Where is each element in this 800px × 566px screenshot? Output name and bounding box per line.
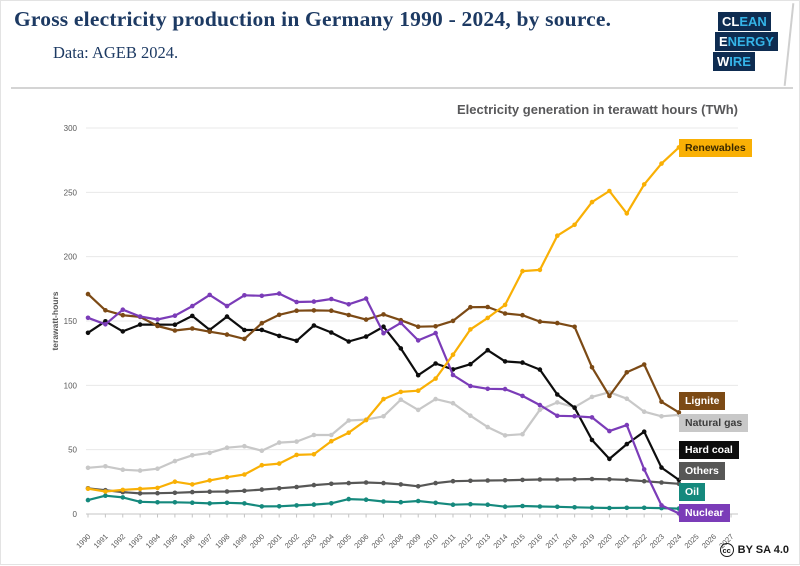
svg-text:2017: 2017 <box>544 532 562 550</box>
svg-text:terawatt-hours: terawatt-hours <box>50 291 60 350</box>
svg-text:2019: 2019 <box>578 532 596 550</box>
clew-logo-line-wire: WIRE <box>713 52 755 71</box>
series-label-renewables: Renewables <box>679 139 752 157</box>
logo-text: CL <box>722 14 740 29</box>
svg-text:2009: 2009 <box>404 532 422 550</box>
svg-text:1994: 1994 <box>144 532 162 550</box>
svg-text:2006: 2006 <box>352 532 370 550</box>
svg-text:2008: 2008 <box>387 532 405 550</box>
logo-text: E <box>719 34 728 49</box>
svg-text:2011: 2011 <box>440 532 458 550</box>
svg-text:2000: 2000 <box>248 532 266 550</box>
series-label-others: Others <box>679 462 725 480</box>
svg-text:1990: 1990 <box>74 532 92 550</box>
svg-text:2001: 2001 <box>265 532 283 550</box>
series-label-lignite: Lignite <box>679 392 726 410</box>
svg-text:2026: 2026 <box>700 532 718 550</box>
svg-text:2004: 2004 <box>318 532 336 550</box>
svg-text:2005: 2005 <box>335 532 353 550</box>
svg-text:300: 300 <box>64 124 78 133</box>
svg-text:2020: 2020 <box>596 532 614 550</box>
license-badge: cc BY SA 4.0 <box>719 543 789 557</box>
svg-text:2007: 2007 <box>370 532 388 550</box>
svg-text:2003: 2003 <box>300 532 318 550</box>
license-text: BY SA 4.0 <box>737 544 789 556</box>
svg-text:250: 250 <box>64 188 78 197</box>
svg-text:2013: 2013 <box>474 532 492 550</box>
svg-text:2022: 2022 <box>630 532 648 550</box>
svg-text:2025: 2025 <box>683 532 701 550</box>
svg-text:100: 100 <box>64 381 78 390</box>
data-source-note: Data: AGEB 2024. <box>53 43 179 62</box>
series-label-nuclear: Nuclear <box>679 504 730 522</box>
series-label-natural-gas: Natural gas <box>679 414 749 432</box>
svg-text:1995: 1995 <box>161 532 179 550</box>
svg-text:1996: 1996 <box>179 532 197 550</box>
svg-text:2016: 2016 <box>526 532 544 550</box>
svg-text:2018: 2018 <box>561 532 579 550</box>
clew-logo-line-clean: CLEAN <box>718 12 771 31</box>
svg-text:1991: 1991 <box>92 532 110 550</box>
svg-text:1997: 1997 <box>196 532 214 550</box>
svg-text:50: 50 <box>68 446 77 455</box>
series-label-oil: Oil <box>679 483 706 501</box>
svg-text:1992: 1992 <box>109 532 127 550</box>
svg-text:2021: 2021 <box>613 532 631 550</box>
logo-text: W <box>717 54 730 69</box>
svg-text:1999: 1999 <box>231 532 249 550</box>
svg-text:2012: 2012 <box>457 532 475 550</box>
svg-text:2023: 2023 <box>648 532 666 550</box>
svg-text:2024: 2024 <box>665 532 683 550</box>
svg-text:2002: 2002 <box>283 532 301 550</box>
svg-text:1998: 1998 <box>213 532 231 550</box>
clew-logo-line-energy: ENERGY <box>715 32 778 51</box>
cc-icon: cc <box>719 543 734 557</box>
svg-text:2014: 2014 <box>491 532 509 550</box>
page-title: Gross electricity production in Germany … <box>14 7 612 31</box>
svg-text:0: 0 <box>73 510 78 519</box>
chart-title: Electricity generation in terawatt hours… <box>457 102 738 117</box>
series-label-hard-coal: Hard coal <box>679 441 739 459</box>
svg-text:150: 150 <box>64 317 78 326</box>
svg-text:200: 200 <box>64 253 78 262</box>
header-divider <box>11 87 793 89</box>
svg-text:2010: 2010 <box>422 532 440 550</box>
svg-text:2015: 2015 <box>509 532 527 550</box>
svg-text:1993: 1993 <box>126 532 144 550</box>
